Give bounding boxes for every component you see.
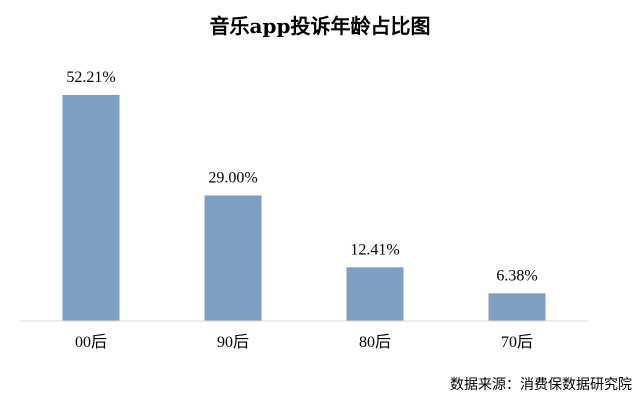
- x-tick-label-3: 70后: [501, 333, 533, 351]
- x-tick-labels-group: 00后 90后 80后 70后: [75, 333, 533, 351]
- bar-1: [204, 195, 262, 321]
- bar-0: [62, 95, 120, 321]
- x-tick-label-0: 00后: [75, 333, 107, 351]
- data-label-0: 52.21%: [66, 69, 115, 86]
- data-label-3: 6.38%: [496, 267, 537, 284]
- data-labels-group: 52.21% 29.00% 12.41% 6.38%: [66, 69, 537, 284]
- bar-3: [488, 293, 546, 321]
- bar-2: [346, 267, 404, 321]
- data-label-1: 29.00%: [208, 169, 257, 186]
- x-tick-label-1: 90后: [217, 333, 249, 351]
- data-label-2: 12.41%: [350, 241, 399, 258]
- x-tick-label-2: 80后: [359, 333, 391, 351]
- chart-title: 音乐app投诉年龄占比图: [210, 14, 431, 38]
- source-note: 数据来源：消费保数据研究院: [450, 377, 632, 393]
- bars-group: [62, 95, 546, 321]
